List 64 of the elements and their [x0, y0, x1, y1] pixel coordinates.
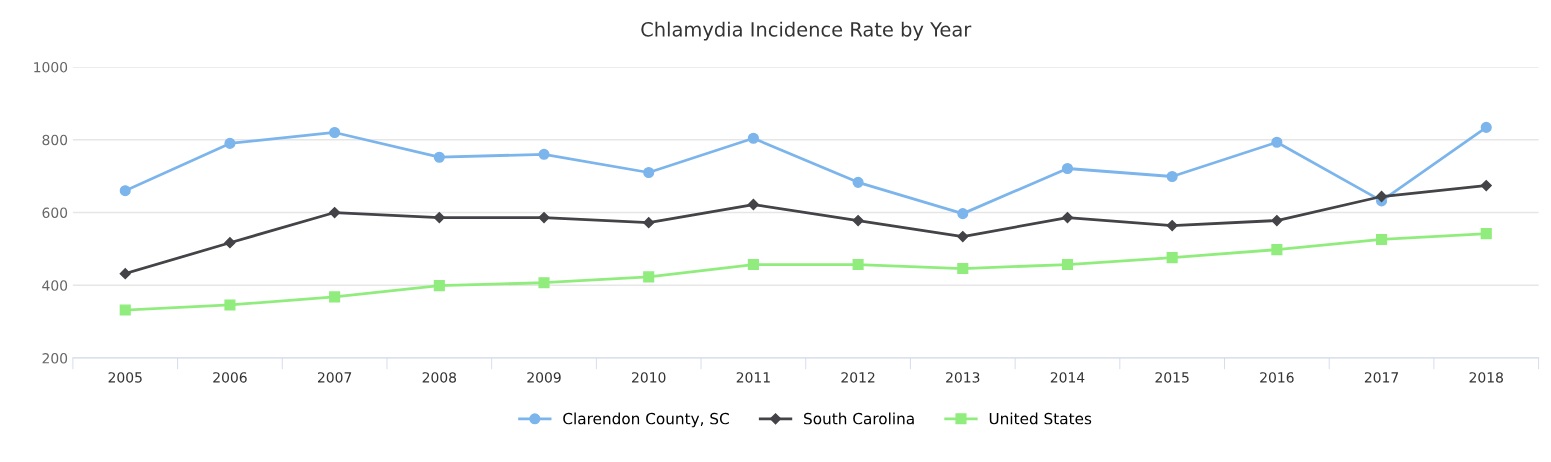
- point: [747, 198, 760, 211]
- point: [433, 280, 445, 292]
- point: [224, 137, 236, 149]
- point: [1375, 190, 1388, 203]
- x-tick-label: 2014: [1050, 372, 1085, 383]
- point: [433, 151, 445, 163]
- x-tick-label: 2007: [317, 372, 352, 383]
- point: [1480, 179, 1492, 192]
- point: [1166, 252, 1178, 264]
- point: [119, 268, 131, 280]
- point: [329, 206, 341, 219]
- y-tick-label: 1000: [34, 61, 68, 73]
- point: [1061, 162, 1074, 175]
- x-tick-label: 2009: [527, 372, 561, 383]
- y-tick-label: 600: [42, 207, 68, 218]
- point: [433, 212, 445, 224]
- y-tick-label: 200: [42, 353, 68, 364]
- x-tick-label: 2013: [946, 372, 980, 383]
- x-tick-label: 2015: [1155, 372, 1189, 383]
- point: [643, 166, 655, 179]
- y-tick-label: 400: [42, 280, 68, 291]
- point: [747, 258, 759, 271]
- point: [538, 148, 550, 160]
- point: [643, 217, 655, 229]
- point: [852, 214, 864, 227]
- legend-label: South Carolina: [804, 412, 914, 425]
- point: [329, 291, 341, 303]
- point: [1061, 212, 1074, 224]
- point: [747, 132, 759, 144]
- point: [1480, 228, 1492, 240]
- point: [852, 176, 864, 188]
- point: [1271, 136, 1283, 148]
- point: [538, 212, 550, 224]
- x-tick-label: 2010: [632, 372, 666, 383]
- legend-label: Clarendon County, SC: [563, 412, 729, 428]
- point: [852, 258, 864, 271]
- point: [643, 271, 655, 283]
- point: [957, 262, 969, 275]
- point: [538, 277, 550, 289]
- point: [957, 230, 969, 243]
- point: [119, 185, 131, 197]
- chart-title: Chlamydia Incidence Rate by Year: [641, 21, 972, 41]
- y-tick-label: 800: [42, 134, 68, 146]
- legend-label: United States: [989, 412, 1092, 425]
- x-tick-label: 2008: [422, 372, 457, 383]
- x-tick-label: 2017: [1364, 372, 1399, 383]
- point: [1166, 170, 1178, 183]
- point: [1166, 220, 1178, 232]
- x-tick-label: 2005: [108, 372, 142, 383]
- point: [1271, 244, 1283, 256]
- x-tick-label: 2011: [736, 372, 770, 383]
- x-tick-label: 2018: [1469, 372, 1503, 383]
- point: [329, 126, 341, 139]
- point: [1061, 258, 1074, 271]
- point: [224, 237, 236, 249]
- point: [1375, 233, 1388, 245]
- x-tick-label: 2012: [841, 372, 875, 383]
- point: [119, 304, 131, 316]
- point: [1271, 214, 1283, 227]
- point: [1480, 121, 1492, 133]
- point: [957, 208, 969, 220]
- x-tick-label: 2006: [213, 372, 247, 383]
- x-tick-label: 2016: [1260, 372, 1294, 383]
- point: [224, 299, 236, 311]
